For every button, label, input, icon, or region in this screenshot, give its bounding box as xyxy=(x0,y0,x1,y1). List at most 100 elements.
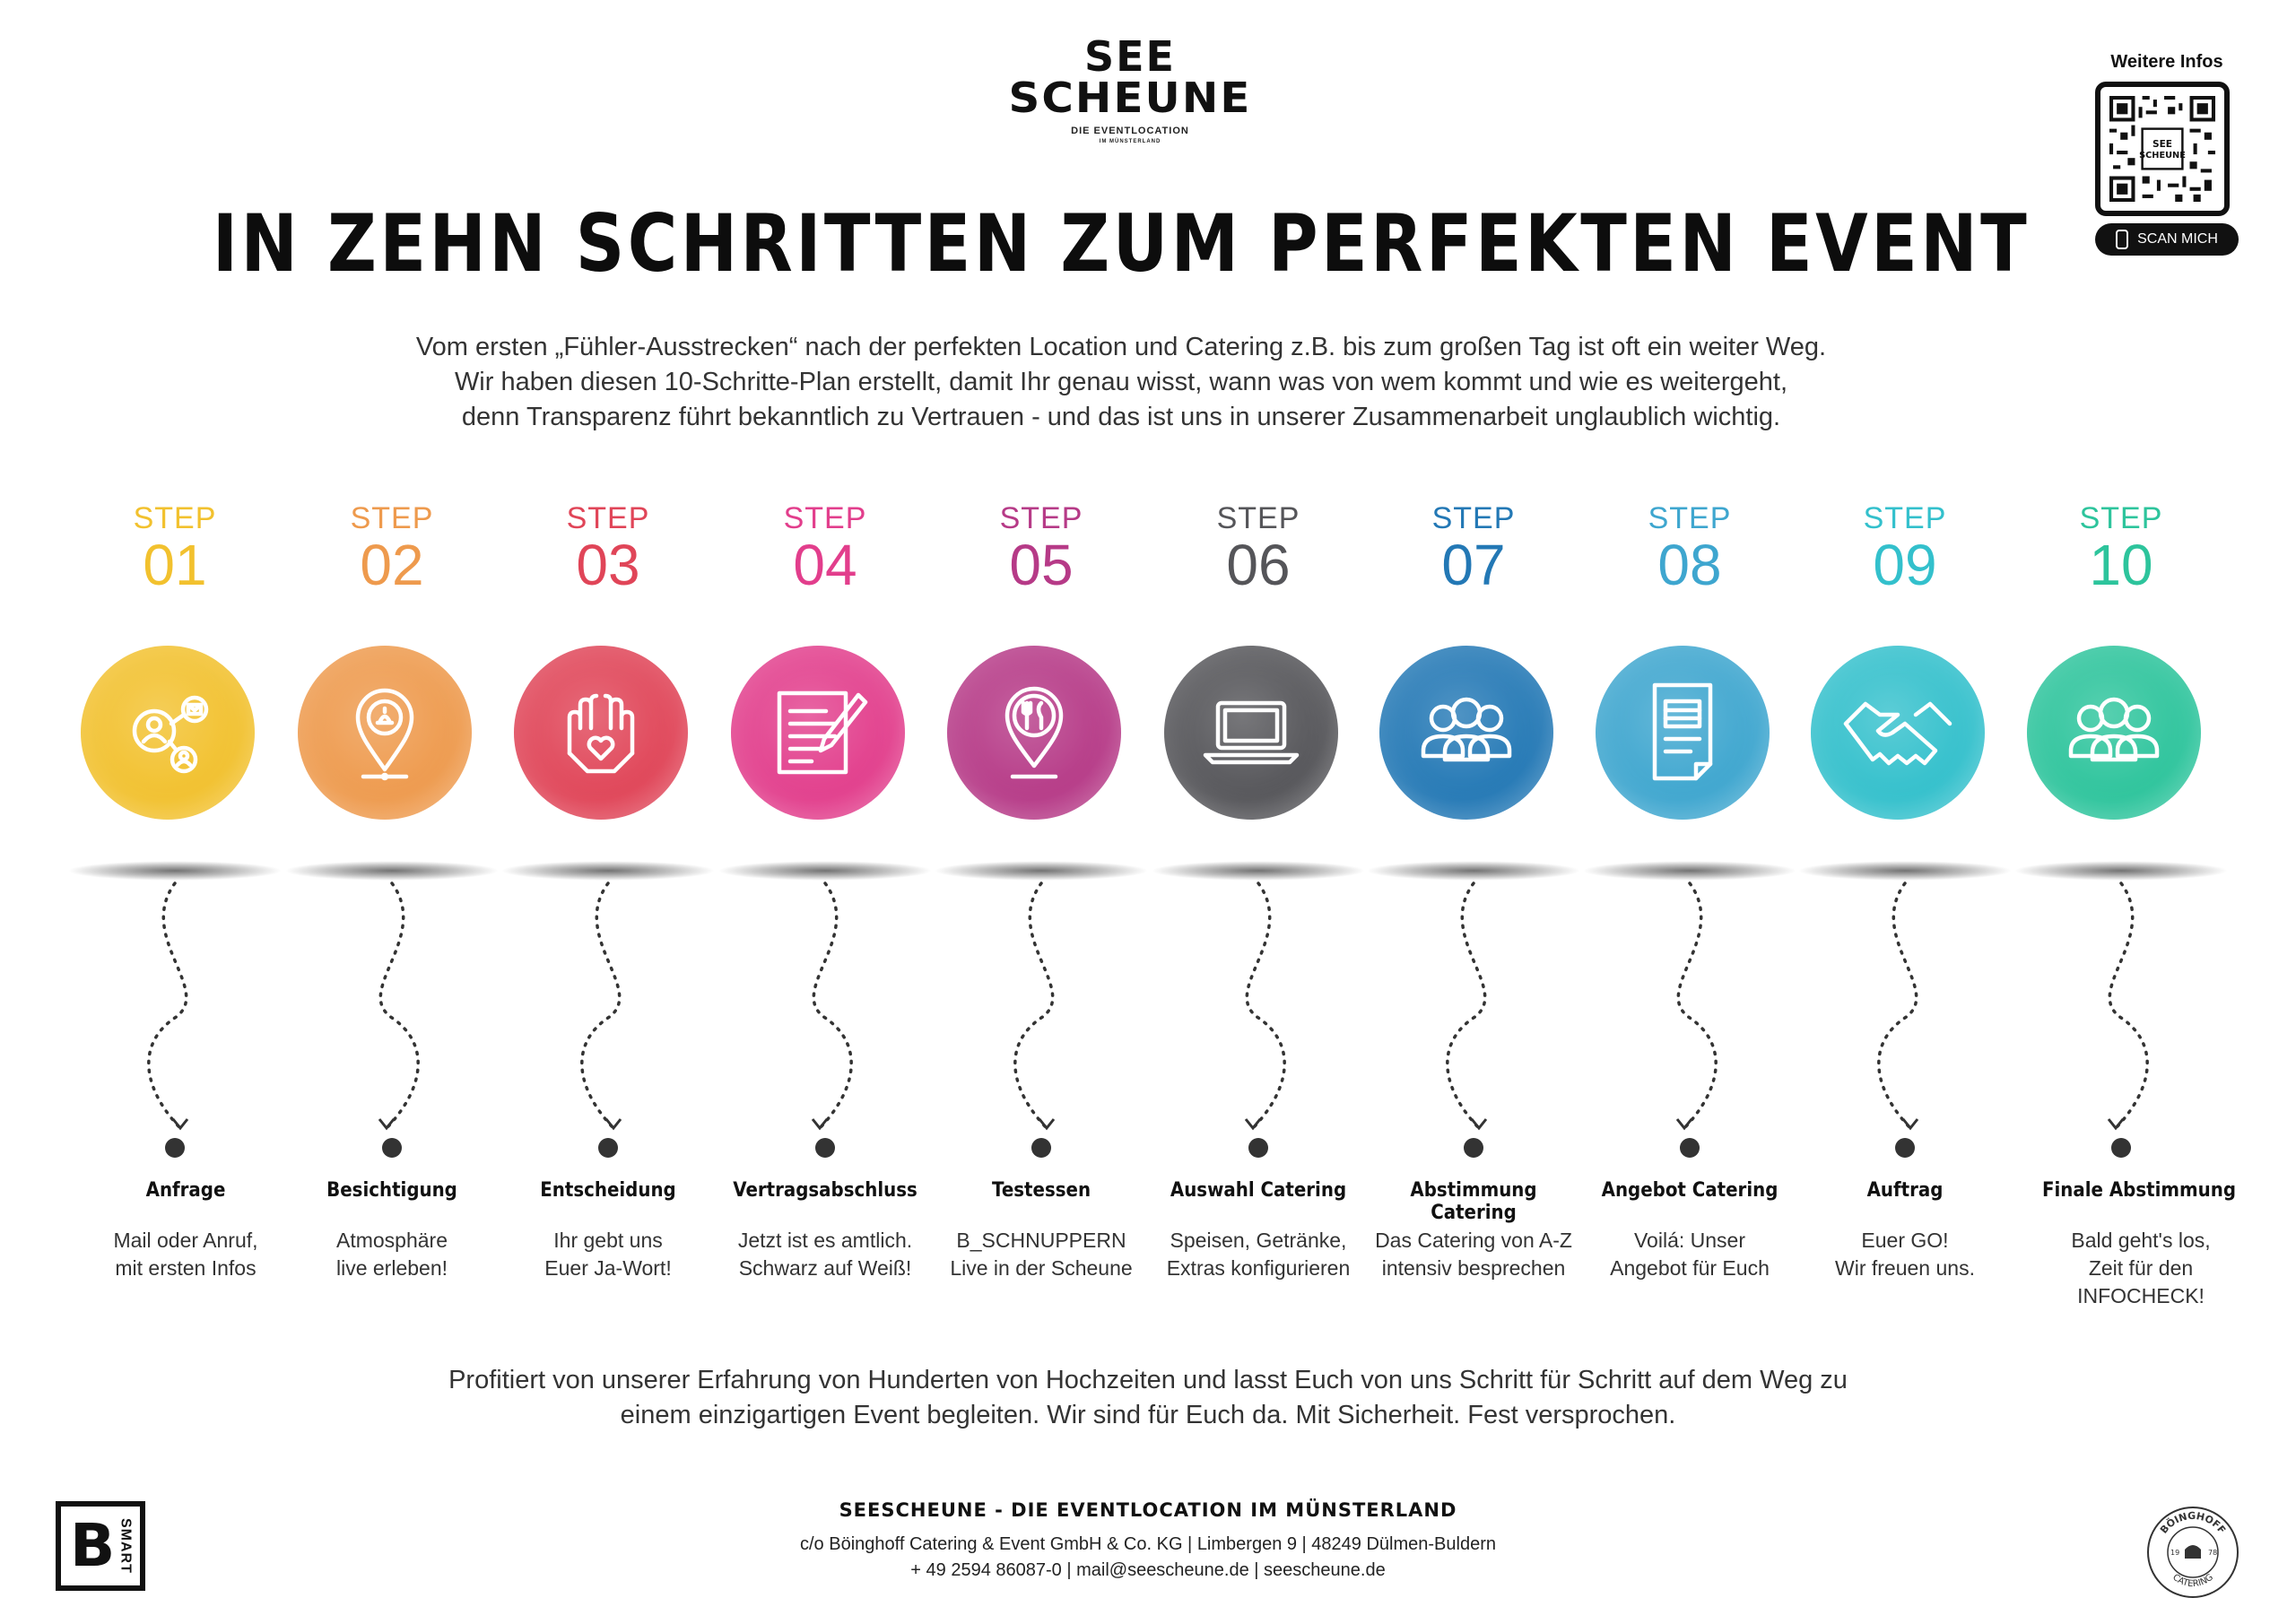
bsmart-letter: B xyxy=(70,1511,116,1580)
step-description: Ihr gebt uns Euer Ja-Wort! xyxy=(496,1227,720,1282)
step-08-circle[interactable] xyxy=(1596,646,1770,820)
arrow-down-icon xyxy=(1038,1118,1056,1131)
step-description: Bald geht's los, Zeit für den INFOCHECK! xyxy=(2029,1227,2253,1310)
step-desc-line: Jetzt ist es amtlich. xyxy=(737,1229,913,1252)
group-icon xyxy=(1404,677,1529,789)
step-number: 03 xyxy=(576,533,640,597)
step-label: STEP xyxy=(566,501,650,535)
step-description: Speisen, Getränke, Extras konfigurieren xyxy=(1146,1227,1370,1282)
step-title: Finale Abstimmung xyxy=(2041,1179,2237,1202)
qr-center-label-2: SCHEUNE xyxy=(2139,151,2186,161)
step-desc-line: mit ersten Infos xyxy=(115,1256,257,1280)
step-desc-line: Voilá: Unser xyxy=(1633,1229,1745,1252)
step-10-circle[interactable] xyxy=(2027,646,2201,820)
arrow-down-icon xyxy=(2107,1118,2125,1131)
scan-me-button[interactable]: SCAN MICH xyxy=(2095,223,2239,256)
step-dot xyxy=(382,1138,402,1158)
step-05-circle[interactable] xyxy=(947,646,1121,820)
contract-pen-icon xyxy=(760,677,876,789)
circle-shadow xyxy=(1797,861,2013,881)
step-number: 05 xyxy=(1009,533,1074,597)
boinghoff-year-right: 78 xyxy=(2208,1549,2217,1557)
step-description: Voilá: Unser Angebot für Euch xyxy=(1578,1227,1802,1282)
step-label: STEP xyxy=(1648,501,1732,535)
step-08-header: STEP 08 xyxy=(1596,501,1779,820)
bsmart-word: SMART xyxy=(117,1518,134,1574)
dotted-connector xyxy=(1446,881,1487,1130)
step-03-circle[interactable] xyxy=(514,646,688,820)
step-03-header: STEP 03 xyxy=(514,501,698,820)
step-06-circle[interactable] xyxy=(1164,646,1338,820)
food-pin-icon xyxy=(980,673,1088,794)
logo-region: IM MÜNSTERLAND xyxy=(1099,139,1161,144)
step-dot xyxy=(598,1138,618,1158)
dotted-connector xyxy=(812,881,853,1130)
step-desc-line: B_SCHNUPPERN xyxy=(956,1229,1126,1252)
handshake-icon xyxy=(1835,677,1961,789)
step-desc-line: Euer GO! xyxy=(1861,1229,1949,1252)
qr-code-icon: SEE SCHEUNE xyxy=(2109,96,2215,202)
step-title: Anfrage xyxy=(145,1179,226,1202)
circle-shadow xyxy=(67,861,283,881)
step-title: Besichtigung xyxy=(326,1179,457,1202)
logo-line-2: SCHEUNE xyxy=(1008,74,1252,122)
step-02-header: STEP 02 xyxy=(298,502,482,820)
intro-line: denn Transparenz führt bekanntlich zu Ve… xyxy=(461,403,1781,431)
step-dot xyxy=(815,1138,835,1158)
circle-shadow xyxy=(284,861,500,881)
step-description: Euer GO! Wir freuen uns. xyxy=(1793,1227,2017,1282)
step-label: STEP xyxy=(1431,501,1516,535)
step-09-circle[interactable] xyxy=(1811,646,1985,820)
arrow-down-icon xyxy=(171,1118,189,1131)
step-desc-line: Euer Ja-Wort! xyxy=(544,1256,672,1280)
step-desc-line: Das Catering von A-Z xyxy=(1375,1229,1572,1252)
arrow-down-icon xyxy=(604,1118,622,1131)
intro-line: Wir haben diesen 10-Schritte-Plan erstel… xyxy=(454,368,1788,396)
step-01-header: STEP 01 xyxy=(81,502,265,820)
step-desc-line: Schwarz auf Weiß! xyxy=(738,1256,912,1280)
logo-tagline: DIE EVENTLOCATION xyxy=(1071,126,1189,136)
logo-line-1: SEE xyxy=(1084,32,1176,81)
step-label: STEP xyxy=(1863,501,1947,535)
arrow-down-icon xyxy=(1244,1118,1262,1131)
step-04-header: STEP 04 xyxy=(731,501,915,820)
dotted-connector xyxy=(1877,881,1918,1130)
circle-shadow xyxy=(1151,861,1366,881)
step-desc-line: Zeit für den INFOCHECK! xyxy=(2077,1256,2205,1307)
qr-title: Weitere Infos xyxy=(2110,52,2223,72)
step-label: STEP xyxy=(1216,501,1300,535)
outro-line: einem einzigartigen Event begleiten. Wir… xyxy=(620,1401,1676,1429)
arrow-down-icon xyxy=(1470,1118,1488,1131)
step-02-circle[interactable] xyxy=(298,646,472,820)
network-people-icon xyxy=(114,677,222,789)
footer-contact[interactable]: + 49 2594 86087-0 | mail@seescheune.de |… xyxy=(910,1560,1386,1580)
qr-code[interactable]: SEE SCHEUNE xyxy=(2095,82,2230,216)
step-number: 02 xyxy=(360,533,424,597)
step-connector-paths xyxy=(147,881,2149,1131)
step-07-circle[interactable] xyxy=(1379,646,1553,820)
step-label: STEP xyxy=(783,501,867,535)
step-description: Das Catering von A-Z intensiv besprechen xyxy=(1361,1227,1586,1282)
step-title: Testessen xyxy=(991,1179,1091,1202)
outro-line: Profitiert von unserer Erfahrung von Hun… xyxy=(448,1366,1848,1394)
step-04-circle[interactable] xyxy=(731,646,905,820)
step-dot xyxy=(1464,1138,1483,1158)
footer: SEESCHEUNE - DIE EVENTLOCATION IM MÜNSTE… xyxy=(700,1499,1596,1584)
footer-title: SEESCHEUNE - DIE EVENTLOCATION IM MÜNSTE… xyxy=(839,1499,1457,1521)
boinghoff-catering-logo: BÖINGHOFF CATERING 19 78 xyxy=(2147,1507,2239,1598)
document-icon xyxy=(1633,673,1732,794)
step-desc-line: Bald geht's los, xyxy=(2071,1229,2211,1252)
footer-address: c/o Böinghoff Catering & Event GmbH & Co… xyxy=(800,1534,1496,1554)
step-01-circle[interactable] xyxy=(81,646,255,820)
step-label: STEP xyxy=(2079,501,2163,535)
step-desc-line: Ihr gebt uns xyxy=(553,1229,663,1252)
qr-code-panel[interactable]: Weitere Infos SEE SCHEUNE xyxy=(2095,52,2239,256)
page-title: IN ZEHN SCHRITTEN ZUM PERFEKTEN EVENT xyxy=(212,197,2031,290)
step-title: Entscheidung xyxy=(540,1179,676,1202)
dotted-connector xyxy=(378,881,420,1130)
step-desc-line: Extras konfigurieren xyxy=(1166,1256,1351,1280)
steps-timeline: STEP 01 Anfrage Mail oder Anruf, mit erst… xyxy=(0,502,2296,1309)
circle-shadow xyxy=(1366,861,1581,881)
circle-shadow xyxy=(718,861,933,881)
arrow-down-icon xyxy=(811,1118,829,1131)
